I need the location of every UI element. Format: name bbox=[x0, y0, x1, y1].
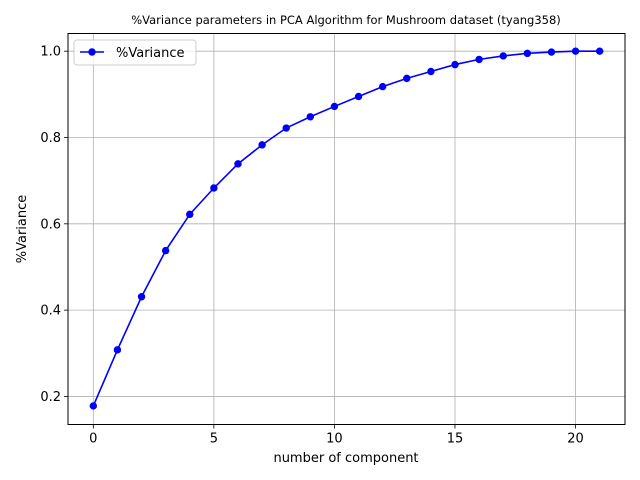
data-point bbox=[571, 47, 580, 55]
data-point bbox=[595, 47, 604, 55]
legend-marker-swatch bbox=[88, 48, 96, 56]
x-tick-label: 0 bbox=[89, 432, 97, 447]
y-tick-label: 0.2 bbox=[40, 390, 61, 405]
data-point bbox=[282, 124, 290, 132]
data-point bbox=[451, 60, 459, 69]
y-tick-label: 1.0 bbox=[40, 45, 61, 60]
data-point bbox=[330, 102, 339, 111]
y-tick-label: 0.4 bbox=[40, 304, 61, 319]
series-line bbox=[92, 50, 600, 407]
x-tick-label: 10 bbox=[326, 432, 343, 447]
plot-frame bbox=[67, 33, 626, 425]
data-point bbox=[523, 49, 532, 58]
data-point bbox=[113, 346, 122, 354]
data-point bbox=[210, 184, 218, 192]
data-point bbox=[161, 246, 170, 255]
data-point bbox=[258, 141, 266, 149]
ticks: 0 5 10 15 20 0.2 0.4 0.6 0.8 1.0 bbox=[40, 45, 584, 447]
data-point bbox=[89, 402, 98, 410]
series-layer bbox=[89, 47, 604, 410]
data-point bbox=[306, 113, 315, 121]
data-point bbox=[403, 74, 411, 83]
data-point bbox=[427, 67, 435, 76]
chart-title: %Variance parameters in PCA Algorithm fo… bbox=[131, 13, 561, 27]
y-axis-label: %Variance bbox=[15, 195, 30, 264]
grid bbox=[68, 33, 625, 425]
x-tick-label: 15 bbox=[447, 432, 464, 447]
data-point bbox=[378, 82, 387, 91]
x-tick-label: 5 bbox=[210, 432, 218, 447]
y-tick-label: 0.8 bbox=[40, 131, 61, 146]
data-point bbox=[547, 48, 556, 56]
legend: %Variance bbox=[73, 39, 197, 66]
legend-label: %Variance bbox=[116, 46, 185, 61]
y-tick-label: 0.6 bbox=[40, 217, 61, 232]
data-point bbox=[475, 55, 483, 64]
x-axis-label: number of component bbox=[273, 451, 418, 466]
data-point bbox=[354, 92, 363, 101]
data-point bbox=[234, 160, 242, 168]
x-tick-label: 20 bbox=[567, 432, 584, 447]
data-point bbox=[137, 293, 146, 301]
data-point bbox=[186, 210, 194, 219]
data-point bbox=[499, 52, 507, 60]
legend-box bbox=[73, 39, 197, 66]
